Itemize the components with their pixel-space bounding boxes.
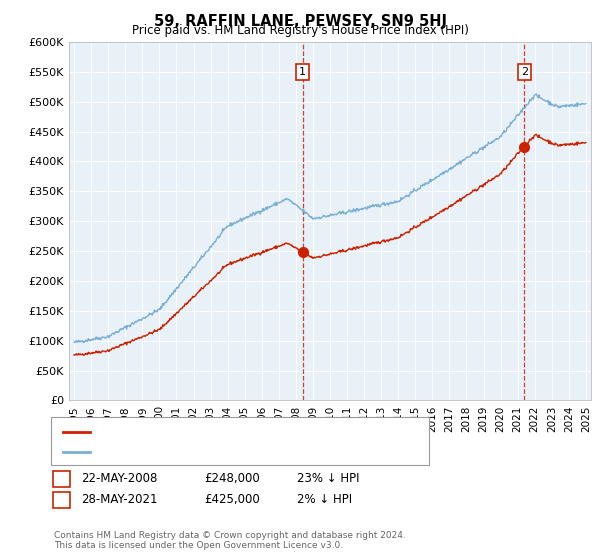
Text: 59, RAFFIN LANE, PEWSEY, SN9 5HJ: 59, RAFFIN LANE, PEWSEY, SN9 5HJ xyxy=(154,14,446,29)
Text: 2% ↓ HPI: 2% ↓ HPI xyxy=(297,493,352,506)
Text: Price paid vs. HM Land Registry's House Price Index (HPI): Price paid vs. HM Land Registry's House … xyxy=(131,24,469,37)
Text: 1: 1 xyxy=(58,474,65,484)
Text: £425,000: £425,000 xyxy=(204,493,260,506)
Text: 2: 2 xyxy=(58,494,65,505)
Text: 2: 2 xyxy=(521,67,528,77)
Text: 59, RAFFIN LANE, PEWSEY, SN9 5HJ (detached house): 59, RAFFIN LANE, PEWSEY, SN9 5HJ (detach… xyxy=(95,427,374,437)
Text: 23% ↓ HPI: 23% ↓ HPI xyxy=(297,472,359,486)
Text: 1: 1 xyxy=(299,67,306,77)
Text: 22-MAY-2008: 22-MAY-2008 xyxy=(81,472,157,486)
Text: HPI: Average price, detached house, Wiltshire: HPI: Average price, detached house, Wilt… xyxy=(95,446,334,456)
Text: £248,000: £248,000 xyxy=(204,472,260,486)
Text: This data is licensed under the Open Government Licence v3.0.: This data is licensed under the Open Gov… xyxy=(54,541,343,550)
Text: Contains HM Land Registry data © Crown copyright and database right 2024.: Contains HM Land Registry data © Crown c… xyxy=(54,531,406,540)
Text: 28-MAY-2021: 28-MAY-2021 xyxy=(81,493,157,506)
